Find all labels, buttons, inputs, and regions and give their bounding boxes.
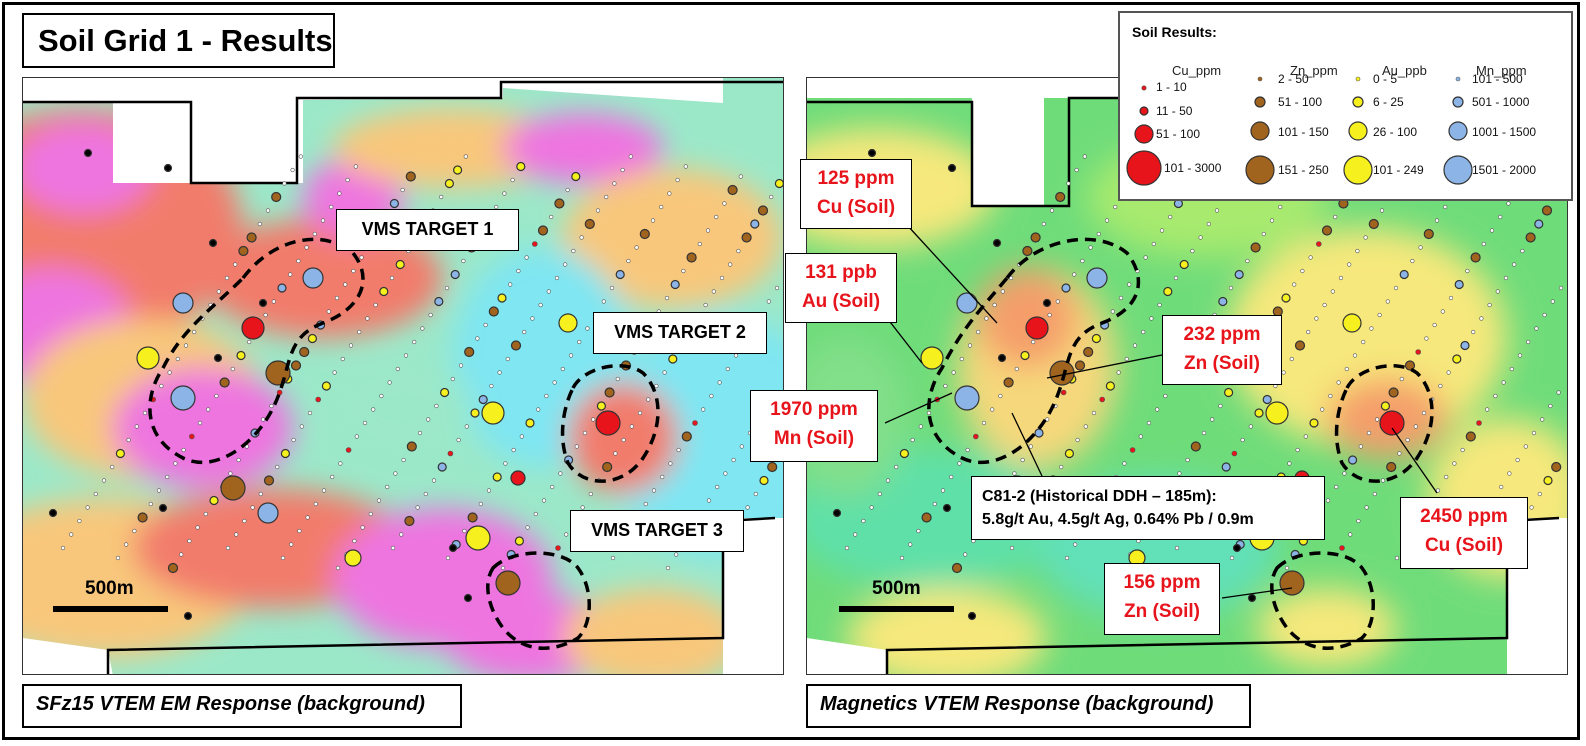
vms-target-2-label[interactable]: VMS TARGET 2 bbox=[593, 312, 767, 354]
legend-symbol bbox=[1455, 76, 1461, 82]
scale-label: 500m bbox=[85, 578, 134, 599]
au-131-element: Au (Soil) bbox=[801, 291, 881, 312]
legend-symbol bbox=[1250, 121, 1270, 141]
scale-bar-right bbox=[839, 606, 954, 612]
legend-symbol bbox=[1443, 155, 1473, 185]
cu-125-value: 125 ppm bbox=[817, 168, 895, 189]
caption-em-response: SFz15 VTEM EM Response (background) bbox=[22, 684, 462, 728]
zn-156-element: Zn (Soil) bbox=[1124, 601, 1200, 622]
legend-au-3: 26 - 100 bbox=[1373, 125, 1418, 139]
legend-zn-3: 101 - 150 bbox=[1278, 125, 1329, 139]
vms-target-1-label[interactable]: VMS TARGET 1 bbox=[336, 209, 519, 251]
legend-symbol bbox=[1257, 76, 1263, 82]
legend-symbol bbox=[1126, 150, 1162, 186]
em-background bbox=[23, 78, 783, 674]
legend-header-mn: Mn_ppm bbox=[1476, 63, 1527, 78]
legend-symbol bbox=[1448, 121, 1468, 141]
zn-232-element: Zn (Soil) bbox=[1184, 353, 1260, 374]
legend-header-zn: Zn_ppm bbox=[1290, 63, 1338, 78]
ddh-assay: 5.8g/t Au, 4.5g/t Ag, 0.64% Pb / 0.9m bbox=[982, 511, 1254, 528]
soil-results-legend: Soil Results: Cu_ppm Zn_ppm Au_ppb Mn_pp… bbox=[1118, 11, 1573, 201]
legend-au-1: 0 - 5 bbox=[1373, 72, 1398, 86]
legend-mn-4: 1501 - 2000 bbox=[1472, 163, 1537, 177]
scale-bar bbox=[53, 606, 168, 612]
legend-cu-2: 11 - 50 bbox=[1156, 104, 1193, 118]
legend-mn-2: 501 - 1000 bbox=[1472, 95, 1530, 109]
legend-header-cu: Cu_ppm bbox=[1172, 63, 1222, 78]
cu-2450-element: Cu (Soil) bbox=[1424, 535, 1504, 556]
legend-au-4: 101 - 249 bbox=[1373, 163, 1424, 177]
legend-symbol bbox=[1254, 96, 1266, 108]
au-131-annotation[interactable]: 131 ppb Au (Soil) bbox=[785, 253, 897, 323]
zn-232-annotation[interactable]: 232 ppm Zn (Soil) bbox=[1162, 315, 1282, 385]
legend-symbol bbox=[1452, 96, 1464, 108]
zn-156-value: 156 ppm bbox=[1123, 572, 1201, 593]
mn-1970-element: Mn (Soil) bbox=[773, 428, 855, 449]
legend-zn-1: 2 - 50 bbox=[1278, 72, 1309, 86]
legend-symbol bbox=[1343, 155, 1373, 185]
em-response-map[interactable]: 500m bbox=[22, 77, 784, 675]
legend-cu-1: 1 - 10 bbox=[1156, 80, 1187, 94]
legend-symbol bbox=[1141, 85, 1147, 91]
zn-156-annotation[interactable]: 156 ppm Zn (Soil) bbox=[1104, 563, 1220, 635]
legend-symbol bbox=[1139, 106, 1149, 116]
legend-header-au: Au_ppb bbox=[1382, 63, 1427, 78]
ddh-title: C81-2 (Historical DDH – 185m): bbox=[982, 488, 1217, 505]
legend-zn-2: 51 - 100 bbox=[1278, 95, 1323, 109]
legend-title: Soil Results: bbox=[1132, 24, 1217, 40]
caption-magnetics-response: Magnetics VTEM Response (background) bbox=[806, 684, 1251, 728]
cu-2450-annotation[interactable]: 2450 ppm Cu (Soil) bbox=[1400, 497, 1528, 569]
legend-symbol bbox=[1134, 124, 1154, 144]
mn-1970-annotation[interactable]: 1970 ppm Mn (Soil) bbox=[750, 390, 878, 462]
scale-label-right: 500m bbox=[872, 578, 921, 599]
cu-125-element: Cu (Soil) bbox=[816, 197, 896, 218]
vms-target-3-label[interactable]: VMS TARGET 3 bbox=[570, 510, 744, 552]
legend-symbol bbox=[1348, 121, 1368, 141]
legend-zn-4: 151 - 250 bbox=[1278, 163, 1329, 177]
legend-mn-1: 101 - 500 bbox=[1472, 72, 1523, 86]
historical-ddh-annotation[interactable]: C81-2 (Historical DDH – 185m): 5.8g/t Au… bbox=[971, 476, 1325, 540]
legend-cu-3: 51 - 100 bbox=[1156, 127, 1201, 141]
cu-2450-value: 2450 ppm bbox=[1420, 506, 1508, 527]
cu-125-annotation[interactable]: 125 ppm Cu (Soil) bbox=[800, 159, 912, 229]
mn-1970-value: 1970 ppm bbox=[770, 399, 858, 420]
legend-symbol bbox=[1355, 76, 1361, 82]
legend-symbol bbox=[1245, 155, 1275, 185]
legend-symbol bbox=[1352, 96, 1364, 108]
page-title: Soil Grid 1 - Results bbox=[22, 13, 335, 68]
au-131-value: 131 ppb bbox=[805, 262, 877, 283]
zn-232-value: 232 ppm bbox=[1183, 324, 1261, 345]
legend-cu-4: 101 - 3000 bbox=[1164, 161, 1222, 175]
legend-mn-3: 1001 - 1500 bbox=[1472, 125, 1537, 139]
legend-au-2: 6 - 25 bbox=[1373, 95, 1404, 109]
